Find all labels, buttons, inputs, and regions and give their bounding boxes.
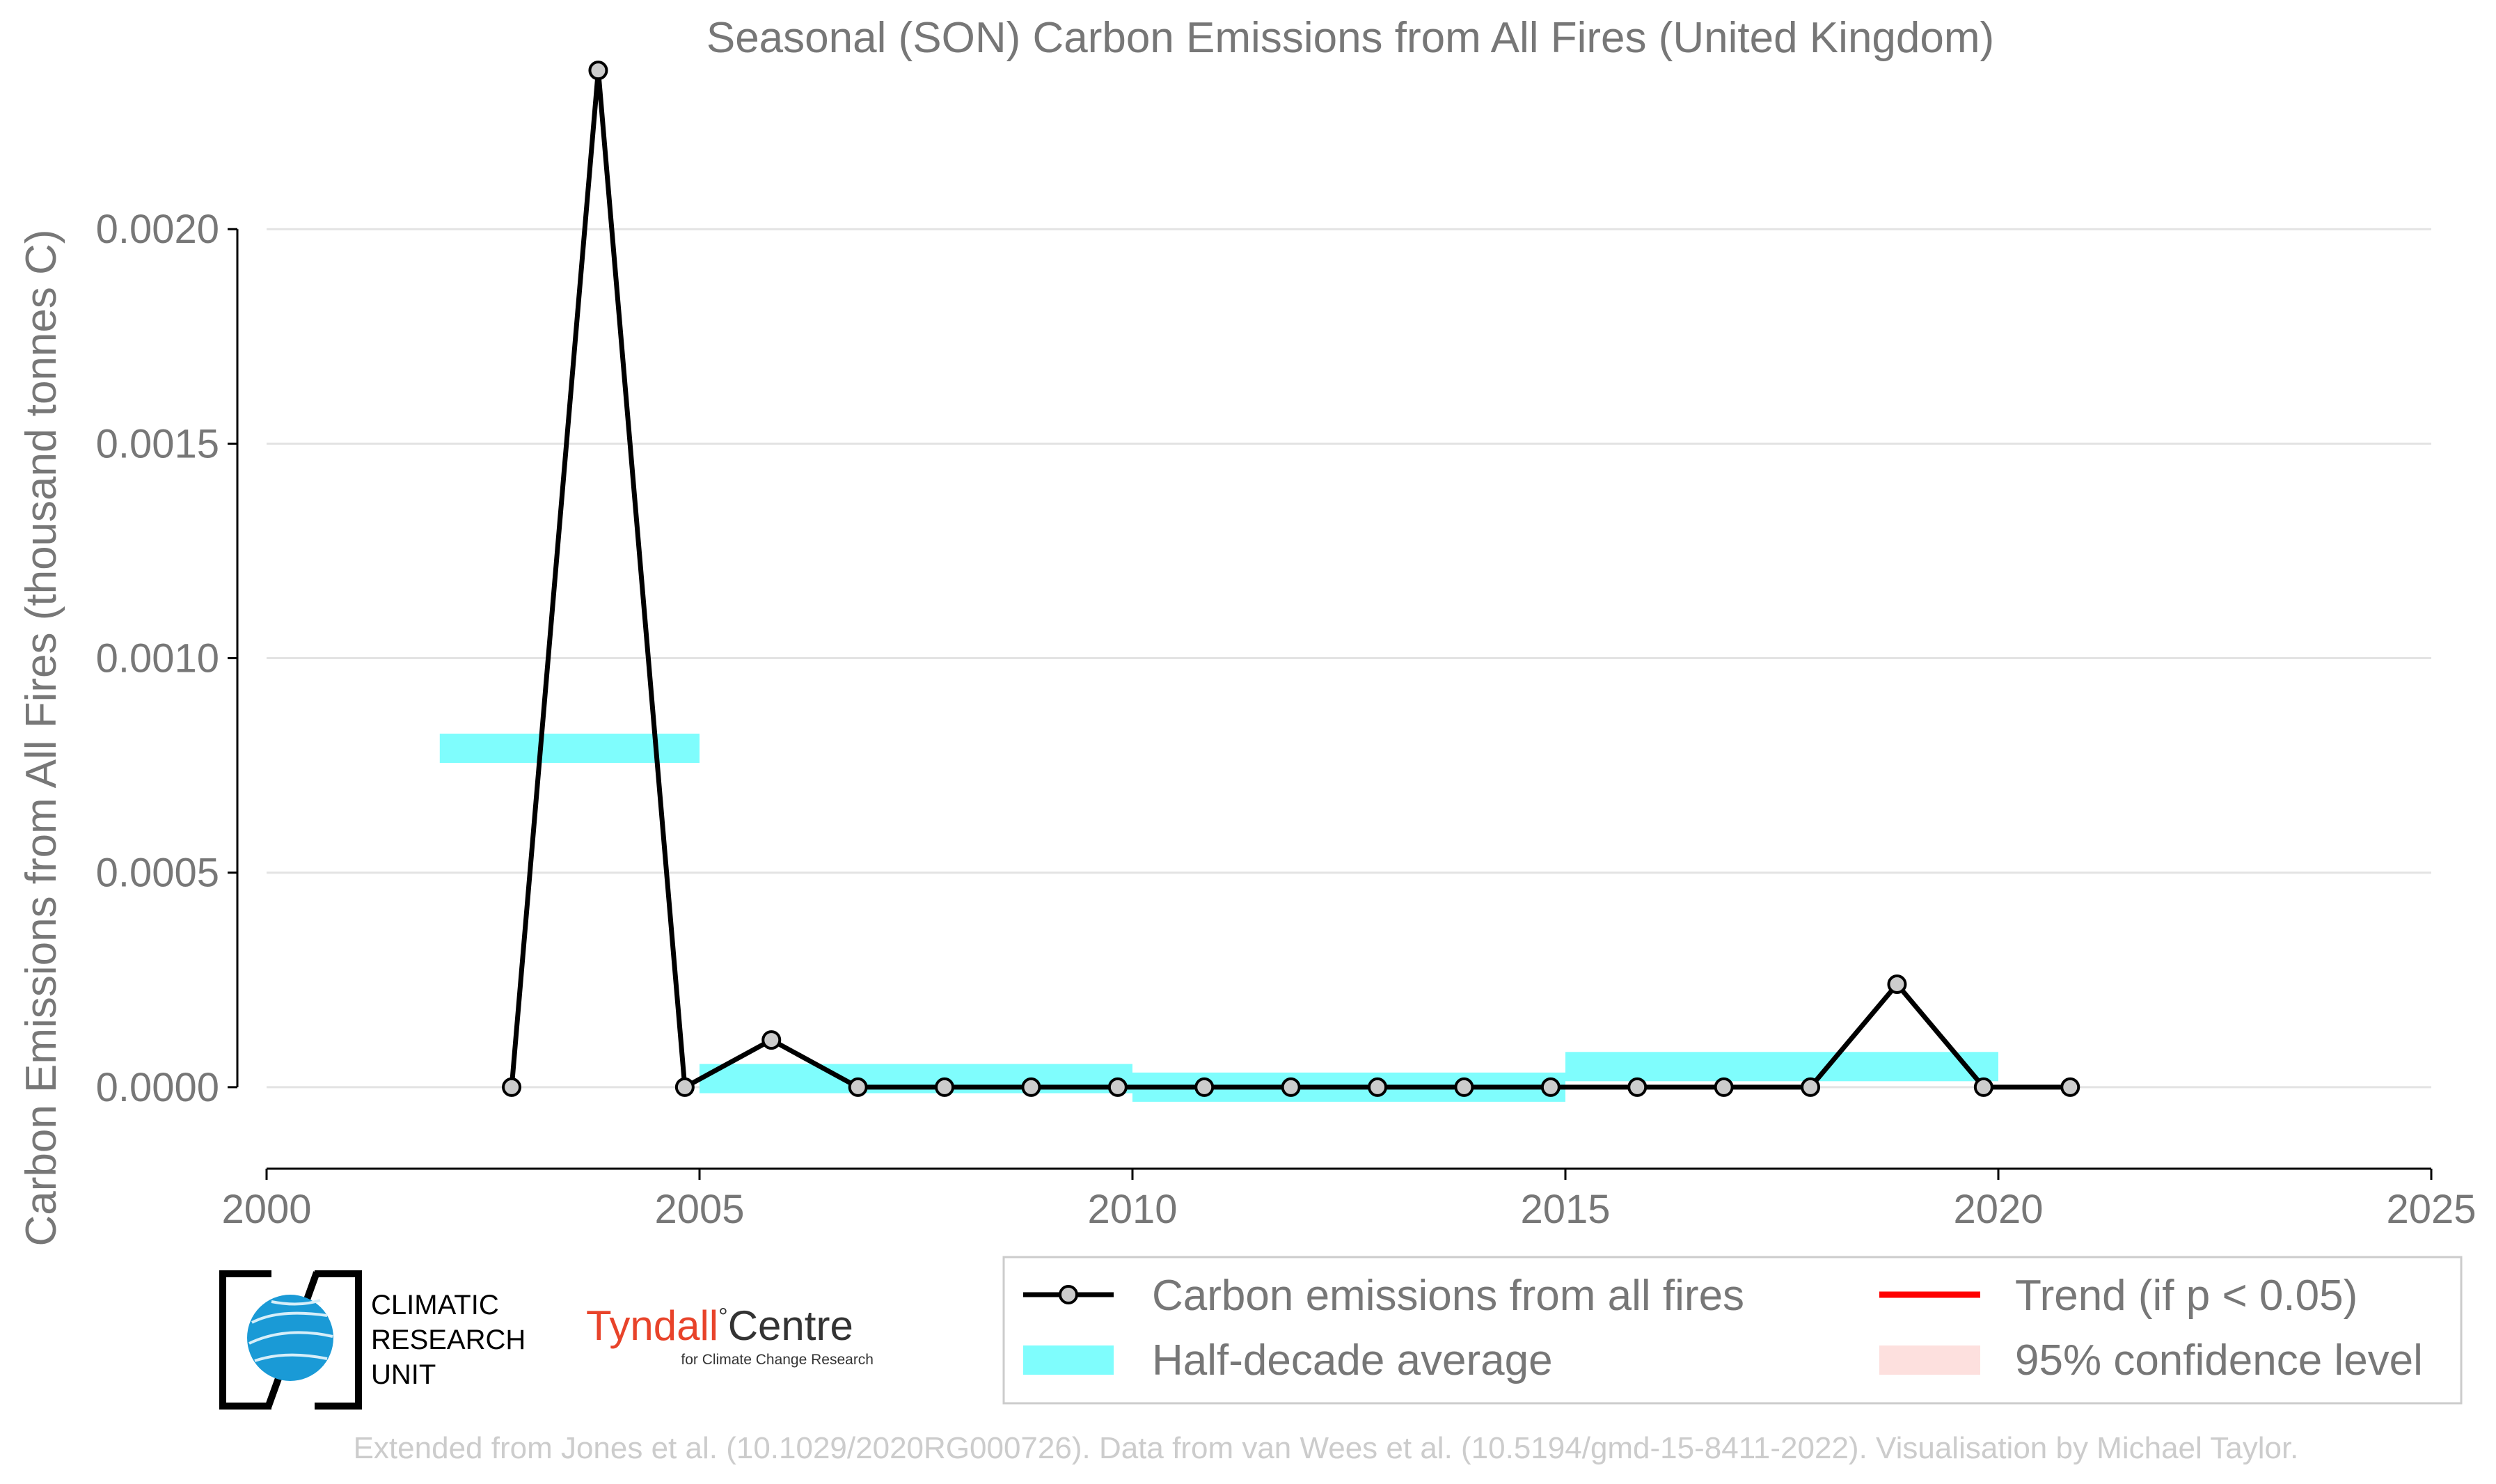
cru-logo-line-3: UNIT <box>371 1359 436 1390</box>
axes <box>236 229 2431 1170</box>
footer-credit: Extended from Jones et al. (10.1029/2020… <box>354 1431 2299 1465</box>
x-axis-ticks: 2000 2005 2010 2015 2020 2025 <box>221 1169 2477 1232</box>
legend-label-confidence: 95% confidence level <box>2015 1336 2423 1384</box>
emissions-point <box>502 1077 522 1097</box>
emissions-point <box>1540 1077 1561 1097</box>
x-tick-label: 2005 <box>654 1187 744 1232</box>
chart-title: Seasonal (SON) Carbon Emissions from All… <box>706 14 1994 62</box>
legend-half-decade-swatch <box>1023 1345 1114 1375</box>
x-tick-label: 2010 <box>1087 1187 1177 1232</box>
x-tick-label: 2000 <box>221 1187 311 1232</box>
cru-logo: CLIMATIC RESEARCH UNIT <box>219 1270 526 1410</box>
emissions-point <box>848 1077 868 1097</box>
emissions-point <box>1627 1077 1648 1097</box>
emissions-point <box>761 1030 782 1050</box>
half-decade-band <box>439 733 700 763</box>
legend-confidence-swatch <box>1879 1345 1980 1375</box>
y-tick-label: 0.0005 <box>96 851 219 896</box>
emissions-point <box>1368 1077 1388 1097</box>
gridlines <box>267 228 2431 1089</box>
emissions-point <box>2060 1077 2080 1097</box>
tyndall-subtitle: for Climate Change Research <box>681 1352 874 1368</box>
half-decade-average-bands <box>439 733 1998 1102</box>
y-axis-label: Carbon Emissions from All Fires (thousan… <box>17 229 65 1246</box>
emissions-point <box>1021 1077 1041 1097</box>
emissions-line <box>509 70 2071 1091</box>
y-tick-label: 0.0015 <box>96 421 219 466</box>
emissions-point <box>1973 1077 1993 1097</box>
legend-label-half-decade: Half-decade average <box>1152 1336 1553 1384</box>
emissions-point <box>1887 974 1907 994</box>
x-tick-label: 2020 <box>1953 1187 2043 1232</box>
legend-marker-swatch <box>1059 1285 1078 1304</box>
emissions-series <box>502 61 2080 1097</box>
svg-text:Tyndall°Centre: Tyndall°Centre <box>586 1302 853 1349</box>
emissions-point <box>1107 1077 1128 1097</box>
tyndall-word: Tyndall <box>586 1302 718 1349</box>
emissions-point <box>1194 1077 1215 1097</box>
y-tick-label: 0.0000 <box>96 1065 219 1110</box>
tyndall-centre-logo: Tyndall°Centre for Climate Change Resear… <box>586 1302 874 1368</box>
emissions-point <box>674 1077 695 1097</box>
legend-label-trend: Trend (if p < 0.05) <box>2015 1272 2357 1320</box>
x-tick-label: 2025 <box>2386 1187 2476 1232</box>
legend: Carbon emissions from all fires Trend (i… <box>1002 1256 2463 1405</box>
legend-label-emissions: Carbon emissions from all fires <box>1152 1272 1744 1320</box>
cru-logo-line-1: CLIMATIC <box>371 1290 499 1320</box>
emissions-point <box>1281 1077 1301 1097</box>
emissions-point <box>1801 1077 1821 1097</box>
emissions-point <box>935 1077 955 1097</box>
y-tick-label: 0.0020 <box>96 207 219 252</box>
y-tick-label: 0.0010 <box>96 636 219 681</box>
tyndall-degree: ° <box>718 1304 728 1330</box>
cru-logo-line-2: RESEARCH <box>371 1325 526 1355</box>
x-tick-label: 2015 <box>1520 1187 1610 1232</box>
emissions-point <box>1714 1077 1734 1097</box>
half-decade-band <box>1565 1052 1998 1082</box>
emissions-point <box>588 61 608 81</box>
emissions-point <box>1454 1077 1474 1097</box>
y-axis-ticks: 0.0000 0.0005 0.0010 0.0015 0.0020 <box>96 207 237 1110</box>
centre-word: Centre <box>728 1302 853 1349</box>
